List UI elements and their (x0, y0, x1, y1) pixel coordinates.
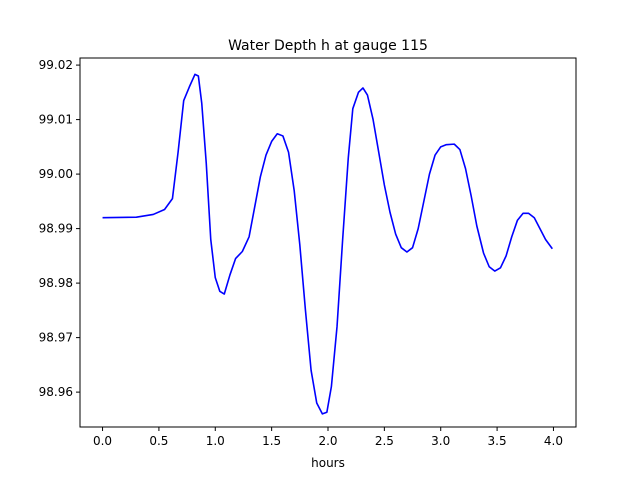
y-tick-label: 98.96 (39, 385, 73, 399)
series-line-1 (102, 73, 553, 415)
x-tick-label: 2.0 (318, 434, 337, 448)
y-tick-label: 99.02 (39, 58, 73, 72)
chart-title: Water Depth h at gauge 115 (228, 38, 428, 54)
y-tick-label: 99.01 (39, 113, 73, 127)
y-tick-label: 98.99 (39, 222, 73, 236)
x-tick-label: 1.5 (262, 434, 281, 448)
x-tick-label: 0.0 (93, 434, 112, 448)
x-tick-label: 3.0 (431, 434, 450, 448)
x-tick-label: 4.0 (544, 434, 563, 448)
x-axis-label: hours (311, 456, 345, 470)
x-tick-label: 1.0 (206, 434, 225, 448)
y-tick-label: 98.97 (39, 331, 73, 345)
x-tick-label: 0.5 (149, 434, 168, 448)
y-tick-label: 98.98 (39, 276, 73, 290)
plot-area: 0.0 0.5 1.0 1.5 2.0 2.5 3.0 3.5 4.0 98.96 98.97 98.… (39, 57, 577, 448)
x-tick-label: 2.5 (375, 434, 394, 448)
x-tick-label: 3.5 (488, 434, 507, 448)
y-tick-label: 99.00 (39, 167, 73, 181)
